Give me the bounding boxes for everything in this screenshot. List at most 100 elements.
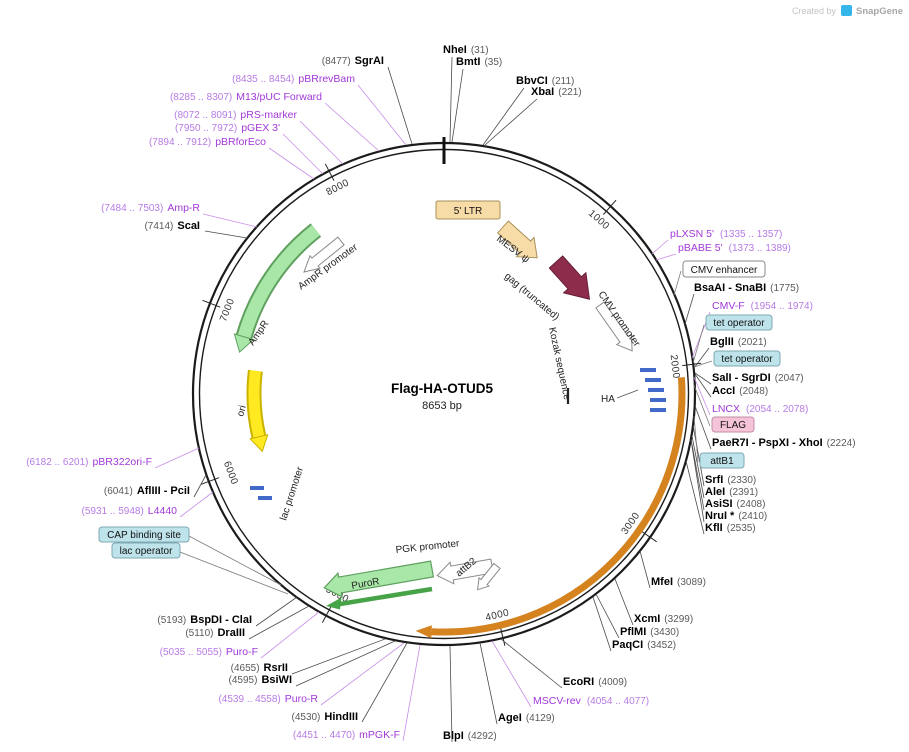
primer-label-m13-puc-forward[interactable]: (8285 .. 8307) M13/pUC Forward: [170, 91, 322, 103]
scale-label-7000: 7000: [218, 297, 237, 324]
puror-sub-arrow[interactable]: [339, 586, 433, 607]
enzyme-label-aleI[interactable]: AleI (2391): [705, 486, 758, 498]
enzyme-label-blpI[interactable]: BlpI (4292): [443, 730, 497, 742]
leader-line: [690, 438, 705, 511]
primer-label-prs-marker[interactable]: (8072 .. 8091) pRS-marker: [174, 109, 297, 121]
leader-line: [179, 551, 289, 595]
attb1-label[interactable]: attB1: [710, 456, 734, 467]
primer-label-pbrrevbam[interactable]: (8435 .. 8454) pBRrevBam: [232, 73, 355, 85]
pgk-promoter-label[interactable]: PGK promoter: [395, 538, 460, 556]
lac-operator-label[interactable]: lac operator: [120, 546, 173, 557]
plasmid-size: 8653 bp: [422, 400, 462, 412]
primer-label-pgex-3[interactable]: (7950 .. 7972) pGEX 3': [175, 122, 280, 134]
enzyme-label-xcmI[interactable]: XcmI (3299): [634, 613, 693, 625]
puror-label[interactable]: PuroR: [351, 576, 381, 592]
leader-line: [295, 640, 396, 687]
ltr5-label[interactable]: 5' LTR: [454, 206, 482, 217]
puror-arrow[interactable]: [323, 560, 435, 598]
enzyme-label-kflI[interactable]: KflI (2535): [705, 522, 756, 534]
gag-truncated-label[interactable]: gag (truncated): [502, 271, 561, 323]
enzyme-label-bspdI-claI[interactable]: (5193) BspDI - ClaI: [157, 614, 252, 626]
enzyme-label-bbvcI[interactable]: BbvCI (211): [516, 75, 574, 87]
primer-label-puro-r[interactable]: (4539 .. 4558) Puro-R: [218, 693, 318, 705]
primer-label-pbrforeco[interactable]: (7894 .. 7912) pBRforEco: [149, 136, 266, 148]
leader-line: [690, 439, 705, 523]
cmv-enhancer-label[interactable]: CMV enhancer: [691, 265, 758, 276]
attb2-arrow[interactable]: [477, 562, 501, 591]
ha-label[interactable]: HA: [601, 394, 615, 405]
scale-tick: [640, 530, 657, 543]
scale-label-2000: 2000: [668, 354, 682, 379]
primer-label-amp-r[interactable]: (7484 .. 7503) Amp-R: [101, 202, 200, 214]
otud5-cds-arrowhead[interactable]: [415, 625, 432, 639]
ori-arrowhead[interactable]: [249, 434, 269, 453]
primer-label-mpgk-f[interactable]: (4451 .. 4470) mPGK-F: [293, 729, 400, 741]
attb1-box[interactable]: [699, 452, 745, 469]
leader-line: [282, 133, 324, 175]
kozak-sequence-label[interactable]: Kozak sequence: [546, 326, 572, 401]
leader-line: [268, 147, 315, 180]
ampr-arrowhead[interactable]: [233, 333, 255, 354]
cap-binding-site-label[interactable]: CAP binding site: [107, 530, 181, 541]
ori-label[interactable]: ori: [235, 404, 249, 418]
leader-line: [694, 373, 712, 398]
enzyme-label-mfeI[interactable]: MfeI (3089): [651, 576, 706, 588]
primer-label-cmv-f[interactable]: CMV-F (1954 .. 1974): [712, 300, 813, 312]
enzyme-label-paer7I-pspxI-xhoI[interactable]: PaeR7I - PspXI - XhoI (2224): [712, 437, 856, 449]
primer-label-l4440[interactable]: (5931 .. 5948) L4440: [82, 505, 178, 517]
enzyme-label-accI[interactable]: AccI (2048): [712, 385, 768, 397]
enzyme-label-salI-sgrdI[interactable]: SalI - SgrDI (2047): [712, 372, 804, 384]
leader-line: [204, 230, 248, 239]
tet-operator-label-2[interactable]: tet operator: [721, 354, 773, 365]
primer-label-mscv-rev[interactable]: MSCV-rev (4054 .. 4077): [533, 695, 649, 707]
enzyme-label-bsiwI[interactable]: (4595) BsiWI: [229, 674, 292, 686]
enzyme-label-hindIII[interactable]: (4530) HindIII: [291, 711, 358, 723]
lac-promoter-label[interactable]: lac promoter: [278, 465, 306, 522]
enzyme-label-paqcI[interactable]: PaqCI (3452): [612, 639, 676, 651]
flag-box[interactable]: [711, 416, 755, 433]
sequence-bar: [640, 368, 656, 372]
enzyme-label-rsrII[interactable]: (4655) RsrII: [231, 662, 288, 674]
enzyme-label-srfI[interactable]: SrfI (2330): [705, 474, 756, 486]
ampr-arrow[interactable]: [237, 224, 320, 339]
enzyme-label-sgraI[interactable]: (8477) SgrAI: [322, 55, 384, 67]
primer-label-plxsn-5[interactable]: pLXSN 5' (1335 .. 1357): [670, 228, 782, 240]
enzyme-label-bsaaI-snabI[interactable]: BsaAI - SnaBI (1775): [694, 282, 799, 294]
ampr-promoter-arrow[interactable]: [303, 236, 345, 273]
enzyme-label-scaI[interactable]: (7414) ScaI: [144, 220, 200, 232]
enzyme-label-xbaI[interactable]: XbaI (221): [531, 86, 582, 98]
scale-tick: [321, 605, 332, 623]
cmv-enhancer-box[interactable]: [682, 260, 766, 278]
enzyme-label-ecorI[interactable]: EcoRI (4009): [563, 676, 627, 688]
enzyme-label-bmtI[interactable]: BmtI (35): [456, 56, 502, 68]
tet-operator-label-1[interactable]: tet operator: [713, 318, 765, 329]
tet-operator-box-2[interactable]: [713, 350, 781, 367]
utr-white-arrow[interactable]: [593, 300, 640, 356]
ltr5-arrow[interactable]: [494, 217, 546, 267]
enzyme-label-pflmI[interactable]: PflMI (3430): [620, 626, 679, 638]
sequence-bar: [645, 378, 661, 382]
ori-arrow[interactable]: [248, 370, 265, 439]
enzyme-label-draIII[interactable]: (5110) DraIII: [185, 627, 245, 639]
ltr5-label-box[interactable]: [435, 200, 501, 220]
cap-binding-site-box[interactable]: [98, 526, 190, 543]
enzyme-label-bglII[interactable]: BglII (2021): [710, 336, 767, 348]
primer-label-puro-f[interactable]: (5035 .. 5055) Puro-F: [160, 646, 258, 658]
primer-label-lncx[interactable]: LNCX (2054 .. 2078): [712, 403, 808, 415]
lac-operator-box[interactable]: [111, 542, 181, 559]
enzyme-label-nheI[interactable]: NheI (31): [443, 44, 489, 56]
enzyme-label-aflIII-pciI[interactable]: (6041) AflIII - PciI: [104, 485, 190, 497]
tet-operator-box-1[interactable]: [705, 314, 773, 331]
otud5-cds-arc[interactable]: [431, 377, 686, 636]
primer-label-pbabe-5[interactable]: pBABE 5' (1373 .. 1389): [678, 242, 791, 254]
enzyme-label-nruI[interactable]: NruI * (2410): [705, 510, 767, 522]
leader-line: [324, 102, 380, 152]
enzyme-label-ageI[interactable]: AgeI (4129): [498, 712, 555, 724]
cmv-promoter-arrow[interactable]: [545, 252, 601, 309]
puror-sub-arrowhead[interactable]: [326, 597, 342, 610]
leader-line: [449, 645, 453, 743]
leader-line: [655, 253, 677, 261]
flag-label[interactable]: FLAG: [720, 420, 746, 431]
enzyme-label-asisI[interactable]: AsiSI (2408): [705, 498, 765, 510]
primer-label-pbr322ori-f[interactable]: (6182 .. 6201) pBR322ori-F: [26, 456, 152, 468]
